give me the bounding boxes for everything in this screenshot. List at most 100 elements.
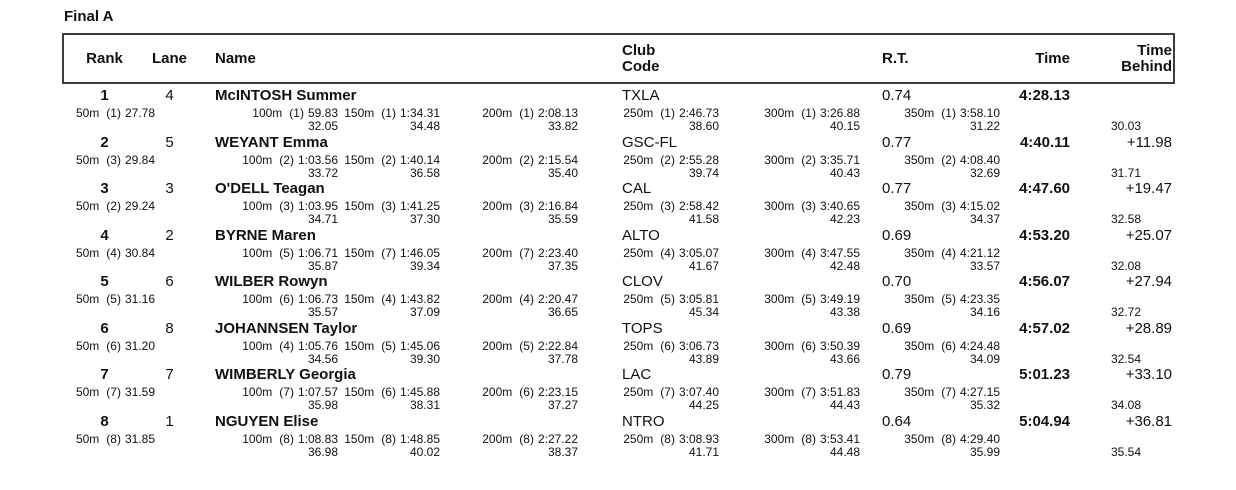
final-lap-segment: 31.71 — [1000, 153, 1141, 180]
split-segment-100m: 100m (8) 1:08.83 36.98 — [155, 432, 338, 459]
lap-time — [62, 260, 155, 273]
header-time: Time — [1035, 50, 1070, 67]
split-time: 29.84 — [124, 152, 155, 167]
split-label: 300m — [764, 292, 795, 306]
split-place: (7) — [801, 385, 816, 399]
split-place: (4) — [381, 292, 396, 306]
split-time: 27.78 — [124, 106, 155, 120]
split-label: 350m — [904, 292, 935, 306]
split-place: (5) — [381, 338, 396, 353]
split-segment-350m: 350m (1) 3:58.10 31.22 — [860, 106, 1000, 133]
split-label: 50m — [75, 385, 100, 399]
swimmer-splits-row: 50m (2) 29.24 100m (3) 1:03.95 34.71 150m (3)… — [62, 199, 1175, 226]
split-label: 150m — [344, 292, 375, 306]
swimmer-main-row: 4 2 BYRNE Maren ALTO 0.69 4:53.20 +25.07 — [62, 226, 1175, 246]
split-place: (6) — [660, 338, 675, 353]
club-code-cell: CLOV — [622, 273, 663, 290]
split-label: 250m — [623, 338, 654, 353]
lap-time — [62, 306, 155, 319]
swimmer-row: 6 8 JOHANNSEN Taylor TOPS 0.69 4:57.02 +… — [62, 319, 1175, 366]
reaction-time-cell: 0.69 — [882, 226, 912, 244]
split-time: 3:49.19 — [819, 292, 860, 306]
split-label: 100m — [242, 292, 273, 306]
swimmer-splits-row: 50m (8) 31.85 100m (8) 1:08.83 36.98 150m (8)… — [62, 432, 1175, 459]
split-time: 59.83 — [307, 106, 338, 120]
final-lap-time: 34.08 — [1110, 398, 1141, 412]
split-place: (2) — [660, 152, 675, 167]
split-segment-150m: 150m (1) 1:34.31 34.48 — [338, 106, 440, 133]
split-label: 100m — [242, 338, 273, 353]
split-segment-200m: 200m (1) 2:08.13 33.82 — [440, 106, 578, 133]
split-time: 2:16.84 — [537, 199, 578, 213]
split-time: 4:08.40 — [959, 152, 1000, 167]
split-time: 2:23.40 — [537, 245, 578, 260]
split-place: (4) — [660, 245, 675, 260]
final-lap-segment: 30.03 — [1000, 106, 1141, 133]
club-code-cell: TOPS — [622, 319, 663, 337]
final-time-cell: 5:04.94 — [1019, 412, 1070, 430]
header-lane: Lane — [151, 50, 187, 67]
lap-time: 35.87 — [307, 258, 338, 273]
lap-time: 40.43 — [829, 165, 860, 180]
split-segment-250m: 250m (1) 2:46.73 38.60 — [578, 106, 719, 133]
split-time: 3:05.07 — [678, 245, 719, 260]
split-segment-250m: 250m (2) 2:55.28 39.74 — [578, 153, 719, 180]
split-segment-50m: 50m (5) 31.16 — [62, 292, 155, 319]
split-place: (7) — [941, 385, 956, 399]
lane-cell: 5 — [165, 133, 174, 151]
split-time: 3:07.40 — [678, 385, 719, 399]
lap-time: 31.22 — [969, 119, 1000, 133]
final-lap-time: 32.58 — [1110, 212, 1141, 226]
split-time: 2:27.22 — [537, 431, 578, 446]
lap-time: 37.78 — [547, 351, 578, 366]
split-place: (3) — [801, 199, 816, 213]
split-time: 2:15.54 — [537, 152, 578, 167]
split-segment-100m: 100m (7) 1:07.57 35.98 — [155, 385, 338, 412]
split-segment-100m: 100m (1) 59.83 32.05 — [155, 106, 338, 133]
split-place: (2) — [279, 152, 294, 167]
split-time: 31.20 — [124, 338, 155, 353]
lap-time — [62, 446, 155, 459]
split-segment-150m: 150m (3) 1:41.25 37.30 — [338, 199, 440, 226]
swimmer-main-row: 1 4 McINTOSH Summer TXLA 0.74 4:28.13 — [62, 86, 1175, 106]
heat-title: Final A — [64, 8, 114, 25]
split-segment-50m: 50m (8) 31.85 — [62, 432, 155, 459]
split-label: 200m — [482, 385, 513, 399]
split-label: 250m — [623, 106, 654, 120]
split-segment-200m: 200m (7) 2:23.40 37.35 — [440, 246, 578, 273]
split-place: (3) — [941, 199, 956, 213]
name-cell: WEYANT Emma — [215, 133, 328, 151]
split-segment-200m: 200m (3) 2:16.84 35.59 — [440, 199, 578, 226]
lap-time: 37.35 — [547, 258, 578, 273]
lap-time: 33.57 — [969, 258, 1000, 273]
swimmer-splits-row: 50m (1) 27.78 100m (1) 59.83 32.05 150m (1) 1:… — [62, 106, 1175, 133]
lap-time: 33.82 — [547, 119, 578, 133]
split-place: (6) — [106, 338, 121, 353]
split-time: 2:58.42 — [678, 199, 719, 213]
swimmer-main-row: 2 5 WEYANT Emma GSC-FL 0.77 4:40.11 +11.… — [62, 133, 1175, 153]
table-header-border — [62, 33, 1175, 84]
split-label: 150m — [344, 431, 375, 446]
split-segment-200m: 200m (8) 2:27.22 38.37 — [440, 432, 578, 459]
split-place: (4) — [519, 292, 534, 306]
split-time: 31.85 — [124, 431, 155, 446]
split-time: 2:08.13 — [537, 106, 578, 120]
split-label: 150m — [344, 106, 375, 120]
lap-time: 35.59 — [547, 212, 578, 226]
split-segment-350m: 350m (8) 4:29.40 35.99 — [860, 432, 1000, 459]
split-time: 3:58.10 — [959, 106, 1000, 120]
split-place: (2) — [106, 199, 121, 213]
split-time: 29.24 — [124, 199, 155, 213]
split-label: 250m — [623, 245, 654, 260]
split-time: 1:06.71 — [297, 245, 338, 260]
split-time: 3:26.88 — [819, 106, 860, 120]
split-place: (4) — [801, 245, 816, 260]
split-segment-250m: 250m (8) 3:08.93 41.71 — [578, 432, 719, 459]
lane-cell: 8 — [165, 319, 174, 337]
split-label: 350m — [904, 106, 935, 120]
split-label: 200m — [482, 245, 513, 260]
lap-time: 34.09 — [969, 351, 1000, 366]
split-place: (8) — [106, 431, 121, 446]
split-label: 150m — [344, 199, 375, 213]
split-time: 1:05.76 — [297, 338, 338, 353]
